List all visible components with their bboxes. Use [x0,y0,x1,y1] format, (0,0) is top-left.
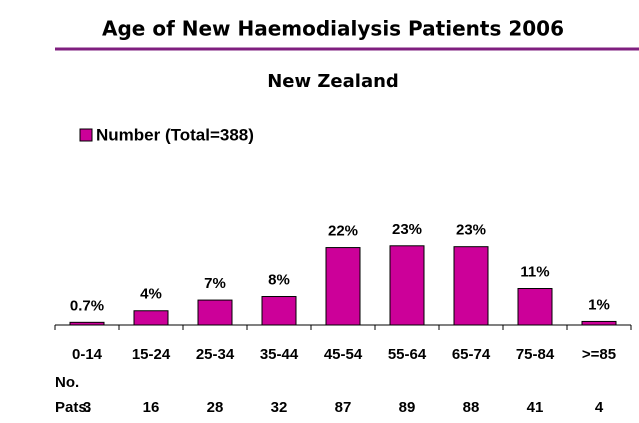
count-cell: 87 [335,399,352,416]
value-label: 7% [204,275,226,292]
x-tick-label: >=85 [582,346,616,363]
value-label: 0.7% [70,297,104,314]
x-tick-label: 0-14 [72,346,103,363]
bar [517,288,553,326]
bar [69,321,105,326]
bar [453,246,489,326]
bar [389,245,425,326]
x-tick-label: 25-34 [196,346,235,363]
count-cell: 16 [143,399,160,416]
bar [133,310,169,326]
bar [197,299,233,326]
x-tick-label: 15-24 [132,346,171,363]
value-label: 4% [140,286,162,303]
value-label: 1% [588,296,610,313]
value-label: 23% [456,222,486,239]
row-label: No. [55,374,79,391]
count-cell: 89 [399,399,416,416]
value-label: 8% [268,271,290,288]
x-tick-label: 55-64 [388,346,427,363]
x-tick-label: 45-54 [324,346,363,363]
legend-label: Number (Total=388) [96,125,254,144]
count-cell: 28 [207,399,224,416]
bar [325,247,361,326]
count-cell: 88 [463,399,480,416]
legend-swatch [79,128,93,142]
value-label: 11% [520,263,549,280]
bar [261,296,297,326]
count-cell: 41 [527,399,544,416]
chart-subtitle: New Zealand [267,71,399,92]
count-cell: 4 [595,399,604,416]
x-tick-label: 75-84 [516,346,555,363]
x-tick-label: 35-44 [260,346,299,363]
value-label: 23% [392,221,422,238]
count-cell: 3 [83,399,91,416]
x-tick-label: 65-74 [452,346,491,363]
row-label: Pats. [55,399,91,416]
chart-title: Age of New Haemodialysis Patients 2006 [102,17,564,41]
bar [581,320,617,326]
value-label: 22% [328,223,358,240]
count-cell: 32 [271,399,288,416]
